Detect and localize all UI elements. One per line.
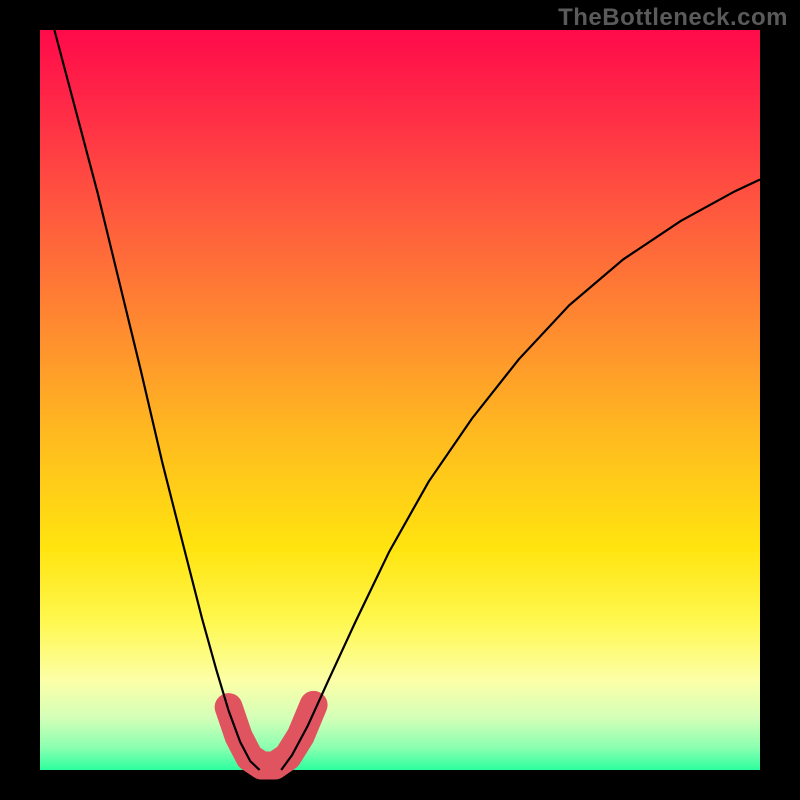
bottleneck-chart [0, 0, 800, 800]
watermark-text: TheBottleneck.com [558, 4, 788, 32]
chart-stage: TheBottleneck.com [0, 0, 800, 800]
